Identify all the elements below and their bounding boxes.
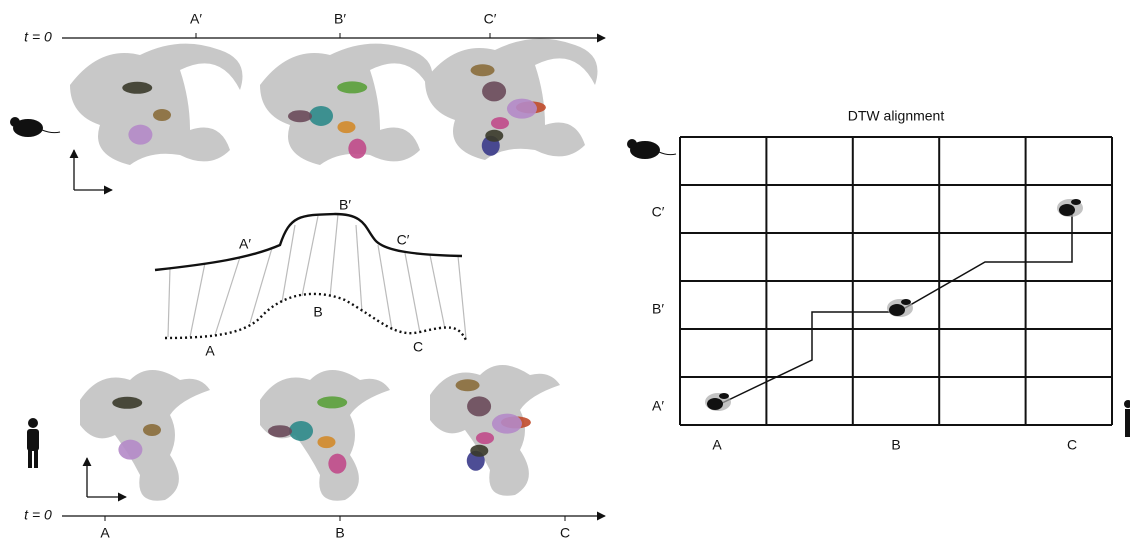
embryo-embedding — [430, 365, 560, 496]
curve-label: C′ — [397, 232, 410, 248]
cell-cluster — [507, 99, 537, 119]
row-label: B′ — [652, 301, 664, 317]
col-label: A — [712, 437, 722, 453]
cell-cluster — [128, 125, 152, 145]
human-icon — [27, 418, 39, 468]
curve-label: A — [205, 343, 215, 359]
embedding-shape — [80, 370, 210, 501]
cell-cluster — [485, 130, 503, 142]
cell-cluster — [467, 396, 491, 416]
cell-cluster — [470, 445, 488, 457]
curve-label: B′ — [339, 197, 351, 213]
axis-start-label: t = 0 — [24, 29, 52, 45]
mini-embedding — [705, 393, 731, 411]
cell-cluster — [118, 440, 142, 460]
cell-cluster — [317, 436, 335, 448]
tick-label: A — [100, 525, 110, 541]
mini-embedding — [887, 299, 913, 317]
cell-cluster — [337, 81, 367, 93]
human-icon — [1124, 400, 1130, 437]
row-label: C′ — [652, 204, 665, 220]
mini-shape — [1071, 199, 1081, 205]
mini-embedding — [1057, 199, 1083, 217]
cell-cluster — [122, 82, 152, 94]
cell-cluster — [143, 424, 161, 436]
col-label: C — [1067, 437, 1077, 453]
embedding-shape — [70, 44, 243, 165]
mini-shape — [1059, 204, 1075, 216]
cell-cluster — [476, 432, 494, 444]
tick-label: C — [560, 525, 570, 541]
cell-cluster — [268, 425, 292, 437]
cell-cluster — [482, 81, 506, 101]
cell-cluster — [471, 64, 495, 76]
embedding-shape — [430, 365, 560, 496]
embryo-embedding — [80, 370, 210, 501]
embryo-embedding — [260, 370, 390, 501]
cell-cluster — [153, 109, 171, 121]
cell-cluster — [317, 396, 347, 408]
mouse-icon — [10, 117, 60, 137]
figure: t = 0 t = 0 A′ B′ C′ A B C A′ B′ C′ A B C DTW alignm… — [0, 0, 1130, 541]
embedding-shape — [260, 44, 433, 165]
cell-cluster — [348, 139, 366, 159]
cell-cluster — [288, 110, 312, 122]
mini-shape — [719, 393, 729, 399]
cell-cluster — [309, 106, 333, 126]
cell-cluster — [456, 379, 480, 391]
embryo-embedding — [260, 44, 433, 165]
mouse-icon — [627, 139, 676, 159]
decoration — [70, 39, 598, 501]
embedding-shape — [425, 39, 598, 160]
dtw-grid — [680, 137, 1112, 425]
col-label: B — [891, 437, 900, 453]
curve-label: C — [413, 339, 423, 355]
cell-cluster — [491, 117, 509, 129]
tick-label: B — [335, 525, 344, 541]
cell-cluster — [337, 121, 355, 133]
cell-cluster — [328, 454, 346, 474]
curve-label: A′ — [239, 236, 251, 252]
mini-shape — [889, 304, 905, 316]
tick-label: B′ — [334, 11, 346, 27]
mini-shape — [707, 398, 723, 410]
curve-label: B — [313, 304, 322, 320]
dtw-title: DTW alignment — [848, 108, 945, 124]
tick-label: A′ — [190, 11, 202, 27]
cell-cluster — [112, 397, 142, 409]
embryo-embedding — [425, 39, 598, 160]
axis-start-label: t = 0 — [24, 507, 52, 523]
row-label: A′ — [652, 398, 664, 414]
cell-cluster — [492, 414, 522, 434]
cell-cluster — [289, 421, 313, 441]
tick-label: C′ — [484, 11, 497, 27]
embryo-embedding — [70, 44, 243, 165]
mini-shape — [901, 299, 911, 305]
